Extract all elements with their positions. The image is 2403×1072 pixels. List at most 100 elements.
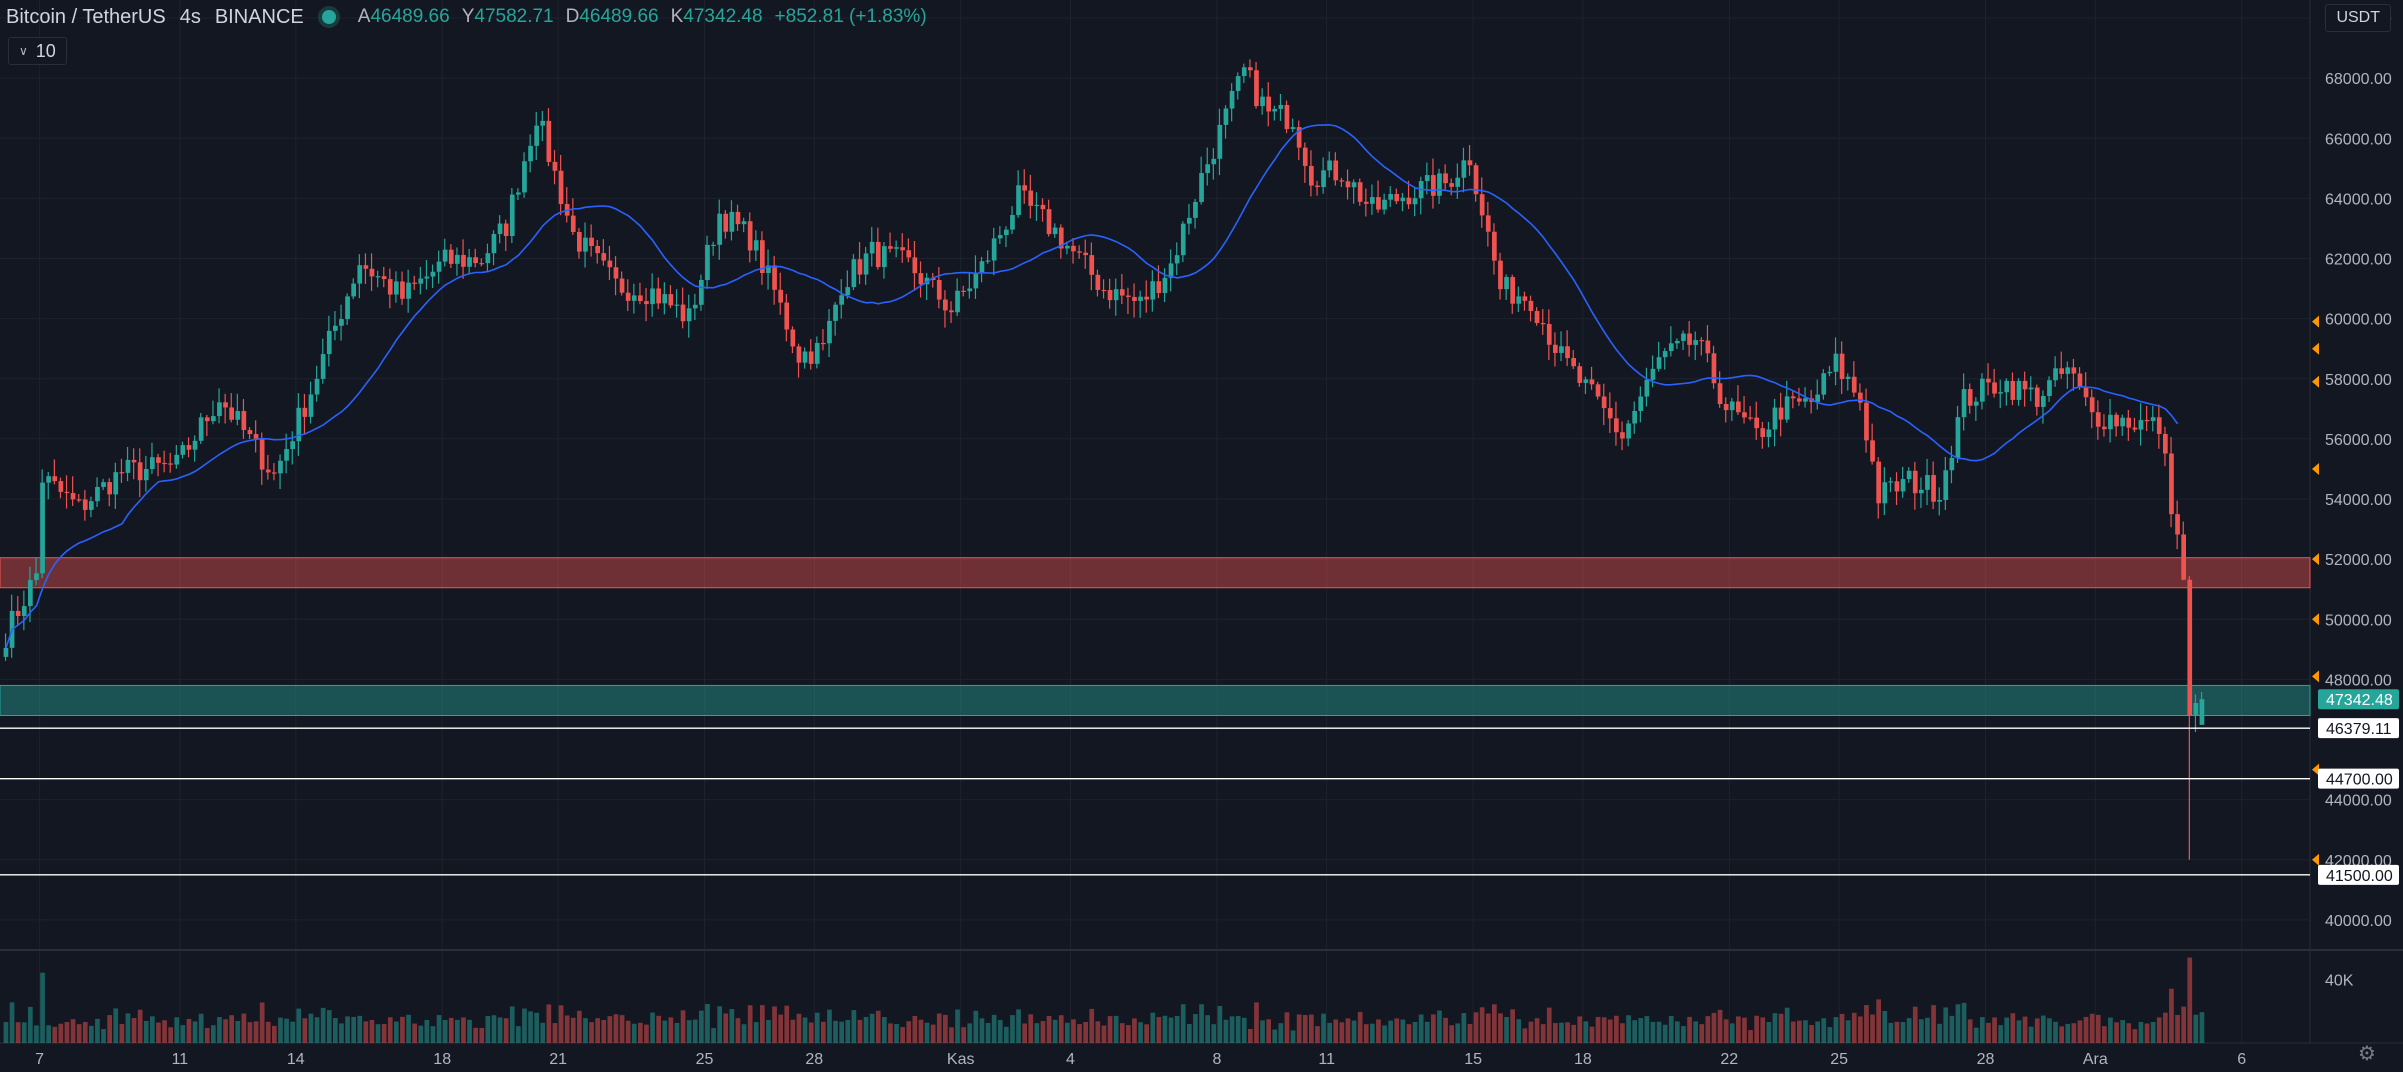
alert-marker-icon bbox=[2312, 853, 2319, 866]
volume-bar bbox=[1278, 1023, 1284, 1043]
volume-bar bbox=[1876, 999, 1881, 1043]
candle-body bbox=[272, 472, 277, 474]
volume-bar bbox=[570, 1017, 576, 1043]
volume-bar bbox=[1723, 1019, 1729, 1043]
candle-body bbox=[699, 279, 704, 305]
candle-body bbox=[326, 330, 332, 355]
volume-bar bbox=[333, 1018, 338, 1043]
candle-body bbox=[1705, 340, 1711, 354]
candle-body bbox=[186, 445, 192, 450]
candle-body bbox=[1967, 389, 1973, 406]
candle-body bbox=[1882, 482, 1888, 504]
volume-bar bbox=[52, 1026, 58, 1043]
volume-bar bbox=[814, 1012, 820, 1043]
interval-label[interactable]: 4s bbox=[179, 5, 201, 28]
symbol-name[interactable]: Bitcoin / TetherUS bbox=[6, 5, 166, 28]
candle-body bbox=[570, 215, 576, 232]
volume-bar bbox=[1601, 1017, 1607, 1043]
volume-bar bbox=[1357, 1011, 1363, 1043]
candle-body bbox=[1577, 366, 1583, 383]
volume-bar bbox=[1717, 1009, 1723, 1043]
volume-bar bbox=[2041, 1015, 2046, 1043]
volume-bar bbox=[101, 1028, 106, 1043]
candle-body bbox=[1083, 252, 1088, 256]
volume-bar bbox=[1418, 1014, 1424, 1043]
volume-bar bbox=[601, 1020, 607, 1043]
volume-bar bbox=[949, 1027, 954, 1043]
candle-body bbox=[2065, 367, 2071, 374]
candle-body bbox=[1119, 289, 1125, 296]
volume-bar bbox=[211, 1025, 216, 1043]
candle-body bbox=[888, 246, 893, 249]
candle-body bbox=[156, 457, 161, 463]
volume-bar bbox=[711, 1028, 716, 1043]
volume-bar bbox=[1522, 1028, 1528, 1043]
volume-bar bbox=[625, 1020, 631, 1043]
volume-bar bbox=[1711, 1012, 1717, 1043]
volume-bar bbox=[150, 1016, 155, 1043]
volume-bars bbox=[3, 957, 2205, 1043]
candle-body bbox=[1260, 96, 1265, 107]
candle-body bbox=[790, 329, 796, 347]
candle-body bbox=[656, 288, 661, 304]
candle-body bbox=[723, 213, 729, 232]
candle-body bbox=[503, 223, 509, 236]
volume-bar bbox=[1614, 1015, 1619, 1043]
candle-body bbox=[15, 610, 21, 616]
volume-bar bbox=[1986, 1022, 1991, 1043]
candle-body bbox=[516, 192, 521, 195]
candle-body bbox=[412, 282, 417, 284]
volume-bar bbox=[485, 1016, 491, 1043]
candle-body bbox=[76, 499, 82, 501]
candle-body bbox=[2077, 373, 2083, 387]
candle-body bbox=[918, 273, 924, 285]
candle-body bbox=[1400, 197, 1406, 202]
candle-body bbox=[296, 407, 302, 442]
volume-bar bbox=[1113, 1015, 1119, 1043]
volume-bar bbox=[991, 1014, 997, 1043]
candle-body bbox=[375, 276, 381, 278]
volume-bar bbox=[912, 1015, 918, 1043]
volume-bar bbox=[198, 1013, 204, 1043]
open-value: 46489.66 bbox=[370, 6, 450, 27]
candle-body bbox=[1443, 173, 1448, 184]
volume-bar bbox=[2102, 1026, 2107, 1043]
candle-body bbox=[259, 438, 265, 470]
candle-body bbox=[70, 493, 76, 500]
volume-bar bbox=[772, 1006, 777, 1043]
volume-bar bbox=[888, 1023, 893, 1043]
volume-bar bbox=[1668, 1015, 1674, 1043]
support-zone bbox=[0, 684, 2311, 717]
gear-icon[interactable]: ⚙ bbox=[2358, 1043, 2376, 1065]
volume-bar bbox=[418, 1025, 424, 1043]
volume-bar bbox=[1193, 1014, 1198, 1043]
candle-body bbox=[1607, 408, 1613, 419]
volume-bar bbox=[528, 1011, 533, 1043]
volume-bar bbox=[1705, 1016, 1711, 1043]
candle-body bbox=[1851, 376, 1857, 393]
candle-body bbox=[473, 257, 478, 264]
volume-bar bbox=[2175, 1014, 2180, 1043]
volume-bar bbox=[1772, 1013, 1778, 1043]
volume-bar bbox=[692, 1019, 698, 1043]
candle-body bbox=[2132, 427, 2138, 430]
candle-body bbox=[589, 237, 594, 246]
volume-bar bbox=[1821, 1018, 1827, 1043]
candle-body bbox=[894, 247, 899, 249]
candle-body bbox=[1601, 396, 1607, 409]
candle-body bbox=[119, 472, 125, 474]
candle-body bbox=[1595, 384, 1601, 397]
time-tick-label: 4 bbox=[1066, 1051, 1075, 1068]
candle-body bbox=[448, 249, 454, 264]
volume-bar bbox=[107, 1015, 112, 1043]
volume-bar bbox=[1107, 1016, 1113, 1043]
volume-bar bbox=[1992, 1017, 1997, 1043]
currency-button[interactable]: USDT bbox=[2325, 4, 2391, 32]
volume-bar bbox=[46, 1025, 51, 1043]
volume-bar bbox=[2150, 1021, 2156, 1043]
volume-bar bbox=[1485, 1013, 1491, 1043]
candle-body bbox=[2169, 453, 2174, 515]
indicator-toggle-button[interactable]: ∨ 10 bbox=[8, 37, 67, 65]
volume-bar bbox=[1687, 1016, 1692, 1043]
